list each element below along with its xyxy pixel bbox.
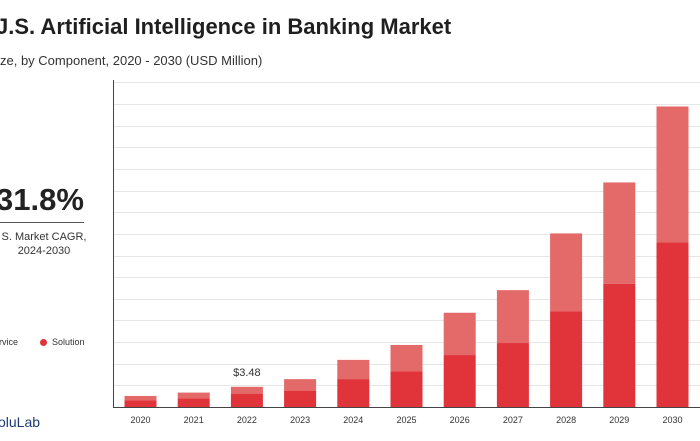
bar-service-2020 xyxy=(124,395,157,401)
bar-solution-2026 xyxy=(443,355,476,407)
x-tick-label-2029: 2029 xyxy=(609,415,629,425)
bar-solution-2028 xyxy=(550,311,583,407)
x-tick-label-2027: 2027 xyxy=(503,415,523,425)
cagr-label-line1: S. Market CAGR, xyxy=(1,231,87,243)
x-tick-label-2024: 2024 xyxy=(343,415,363,425)
bar-service-2024 xyxy=(337,359,370,380)
cagr-value: 31.8% xyxy=(0,182,84,217)
bar-service-2025 xyxy=(390,344,423,372)
x-tick-label-2028: 2028 xyxy=(556,415,576,425)
x-tick-label-2030: 2030 xyxy=(662,415,682,425)
cagr-divider xyxy=(0,222,84,223)
bar-service-2022 xyxy=(230,386,263,395)
cagr-label-line2: 2024-2030 xyxy=(17,245,71,257)
x-tick-label-2021: 2021 xyxy=(184,415,204,425)
bar-service-2023 xyxy=(284,379,317,391)
x-tick-label-2025: 2025 xyxy=(396,415,416,425)
brand-logo-text: oluLab xyxy=(0,414,41,430)
bar-solution-2023 xyxy=(284,390,317,407)
x-tick-label-2026: 2026 xyxy=(450,415,470,425)
bar-solution-2025 xyxy=(390,371,423,407)
cagr-label: S. Market CAGR, 2024-2030 xyxy=(0,230,94,258)
bar-solution-2024 xyxy=(337,379,370,407)
bar-solution-2021 xyxy=(177,398,210,407)
chart-subtitle: ze, by Component, 2020 - 2030 (USD Milli… xyxy=(0,53,263,68)
bar-service-2030 xyxy=(656,106,689,243)
bar-solution-2030 xyxy=(656,242,689,407)
legend-label-solution: Solution xyxy=(52,337,85,347)
bar-solution-2020 xyxy=(124,400,157,407)
x-tick-label-2023: 2023 xyxy=(290,415,310,425)
bar-service-2021 xyxy=(177,392,210,399)
data-label-2022: $3.48 xyxy=(233,367,261,379)
bar-service-2027 xyxy=(496,290,529,344)
bar-service-2029 xyxy=(603,182,636,284)
bar-solution-2022 xyxy=(230,394,263,407)
bar-solution-2027 xyxy=(496,343,529,407)
bar-solution-2029 xyxy=(603,283,636,407)
legend-item-service: Service xyxy=(0,337,18,347)
legend-item-solution: Solution xyxy=(40,337,85,347)
chart-title: J.S. Artificial Intelligence in Banking … xyxy=(0,14,452,39)
x-tick-label-2022: 2022 xyxy=(237,415,257,425)
bar-service-2026 xyxy=(443,312,476,356)
x-tick-label-2020: 2020 xyxy=(130,415,150,425)
legend-dot-solution xyxy=(40,338,47,346)
legend-label-service: Service xyxy=(0,337,19,347)
bar-service-2028 xyxy=(550,233,583,312)
